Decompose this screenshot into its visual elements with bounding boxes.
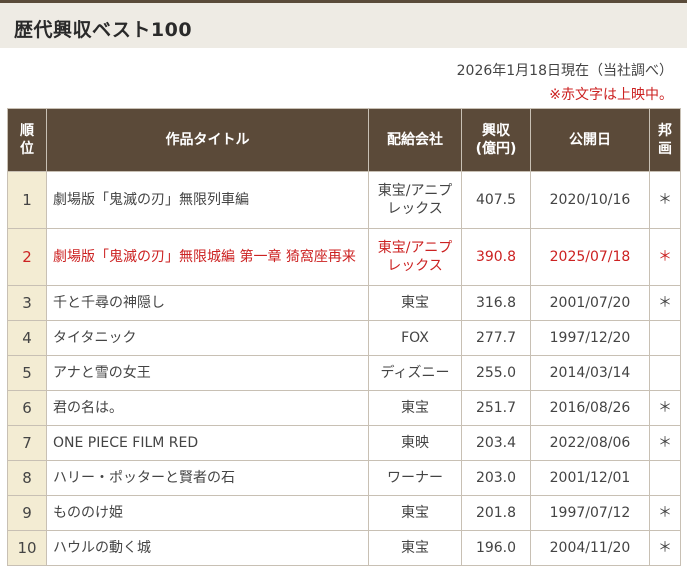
- rank-cell: 9: [7, 495, 47, 531]
- header-release-date: 公開日: [530, 108, 650, 172]
- rank-cell: 4: [7, 320, 47, 356]
- distributor-cell: 東宝: [368, 495, 462, 531]
- domestic-mark-cell: ＊: [649, 390, 681, 426]
- release-date-cell: 2025/07/18: [530, 228, 650, 286]
- as-of-date: 2026年1月18日現在（当社調べ）: [456, 63, 673, 79]
- distributor-cell: 東宝: [368, 530, 462, 566]
- now-showing-note: ※赤文字は上映中。: [549, 87, 673, 103]
- gross-cell: 196.0: [461, 530, 531, 566]
- distributor-cell: 東映: [368, 425, 462, 461]
- table-row: 10 ハウルの動く城 東宝 196.0 2004/11/20 ＊: [7, 530, 681, 566]
- title-cell: もののけ姫: [46, 495, 369, 531]
- gross-cell: 277.7: [461, 320, 531, 356]
- release-date-cell: 2022/08/06: [530, 425, 650, 461]
- distributor-cell: ワーナー: [368, 460, 462, 496]
- domestic-mark-cell: ＊: [649, 530, 681, 566]
- release-date-cell: 2001/12/01: [530, 460, 650, 496]
- table-row: 5 アナと雪の女王 ディズニー 255.0 2014/03/14: [7, 355, 681, 391]
- gross-cell: 316.8: [461, 285, 531, 321]
- distributor-cell: FOX: [368, 320, 462, 356]
- domestic-mark-cell: [649, 460, 681, 496]
- title-cell: ハウルの動く城: [46, 530, 369, 566]
- domestic-mark-cell: ＊: [649, 425, 681, 461]
- domestic-mark-cell: ＊: [649, 495, 681, 531]
- gross-cell: 255.0: [461, 355, 531, 391]
- title-cell: ハリー・ポッターと賢者の石: [46, 460, 369, 496]
- title-cell: アナと雪の女王: [46, 355, 369, 391]
- gross-cell: 251.7: [461, 390, 531, 426]
- release-date-cell: 2016/08/26: [530, 390, 650, 426]
- table-row: 9 もののけ姫 東宝 201.8 1997/07/12 ＊: [7, 495, 681, 531]
- table-row: 7 ONE PIECE FILM RED 東映 203.4 2022/08/06…: [7, 425, 681, 461]
- page-title-bar: 歴代興収ベスト100: [0, 0, 687, 48]
- table-row: 1 劇場版「鬼滅の刃」無限列車編 東宝/アニプレックス 407.5 2020/1…: [7, 171, 681, 229]
- gross-cell: 203.0: [461, 460, 531, 496]
- table-row: 4 タイタニック FOX 277.7 1997/12/20: [7, 320, 681, 356]
- rank-cell: 7: [7, 425, 47, 461]
- distributor-cell: 東宝: [368, 390, 462, 426]
- gross-cell: 390.8: [461, 228, 531, 286]
- page-title: 歴代興収ベスト100: [14, 19, 193, 41]
- rank-cell: 8: [7, 460, 47, 496]
- rank-cell: 5: [7, 355, 47, 391]
- release-date-cell: 2004/11/20: [530, 530, 650, 566]
- distributor-cell: 東宝/アニプレックス: [368, 228, 462, 286]
- release-date-cell: 1997/12/20: [530, 320, 650, 356]
- domestic-mark-cell: ＊: [649, 285, 681, 321]
- table-header-row: 順位 作品タイトル 配給会社 興収 (億円) 公開日 邦画: [7, 108, 681, 172]
- header-distributor: 配給会社: [368, 108, 462, 172]
- title-cell: タイタニック: [46, 320, 369, 356]
- box-office-ranking-table: 順位 作品タイトル 配給会社 興収 (億円) 公開日 邦画 1 劇場版「鬼滅の刃」…: [7, 108, 681, 566]
- domestic-mark-cell: ＊: [649, 171, 681, 229]
- distributor-cell: 東宝/アニプレックス: [368, 171, 462, 229]
- rank-cell: 2: [7, 228, 47, 286]
- gross-cell: 203.4: [461, 425, 531, 461]
- rank-cell: 6: [7, 390, 47, 426]
- release-date-cell: 2020/10/16: [530, 171, 650, 229]
- gross-cell: 407.5: [461, 171, 531, 229]
- domestic-mark-cell: [649, 320, 681, 356]
- domestic-mark-cell: [649, 355, 681, 391]
- title-cell: 君の名は。: [46, 390, 369, 426]
- gross-cell: 201.8: [461, 495, 531, 531]
- rank-cell: 1: [7, 171, 47, 229]
- rank-cell: 10: [7, 530, 47, 566]
- table-row: 3 千と千尋の神隠し 東宝 316.8 2001/07/20 ＊: [7, 285, 681, 321]
- header-title: 作品タイトル: [46, 108, 369, 172]
- title-cell: 劇場版「鬼滅の刃」無限列車編: [46, 171, 369, 229]
- distributor-cell: ディズニー: [368, 355, 462, 391]
- table-row: 2 劇場版「鬼滅の刃」無限城編 第一章 猗窩座再来 東宝/アニプレックス 390…: [7, 228, 681, 286]
- title-cell: ONE PIECE FILM RED: [46, 425, 369, 461]
- release-date-cell: 2001/07/20: [530, 285, 650, 321]
- table-row: 8 ハリー・ポッターと賢者の石 ワーナー 203.0 2001/12/01: [7, 460, 681, 496]
- rank-cell: 3: [7, 285, 47, 321]
- table-row: 6 君の名は。 東宝 251.7 2016/08/26 ＊: [7, 390, 681, 426]
- release-date-cell: 1997/07/12: [530, 495, 650, 531]
- release-date-cell: 2014/03/14: [530, 355, 650, 391]
- title-cell: 千と千尋の神隠し: [46, 285, 369, 321]
- title-cell: 劇場版「鬼滅の刃」無限城編 第一章 猗窩座再来: [46, 228, 369, 286]
- header-gross: 興収 (億円): [461, 108, 531, 172]
- domestic-mark-cell: ＊: [649, 228, 681, 286]
- distributor-cell: 東宝: [368, 285, 462, 321]
- header-rank: 順位: [7, 108, 47, 172]
- header-domestic: 邦画: [649, 108, 681, 172]
